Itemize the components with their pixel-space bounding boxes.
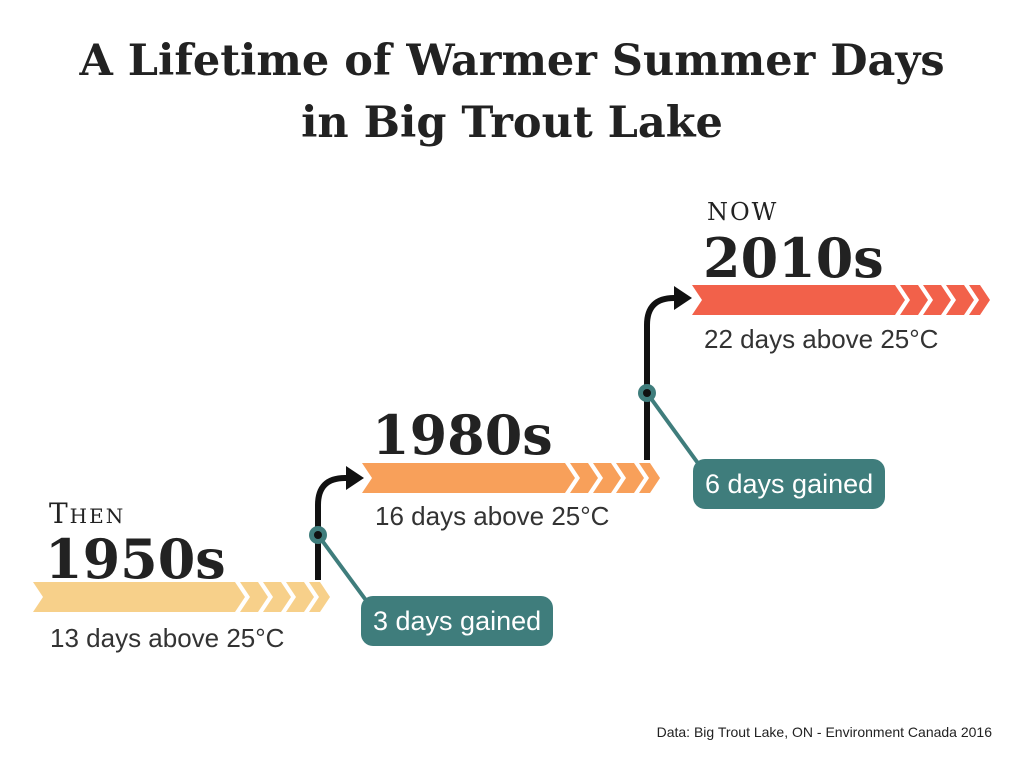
decade-1950s: 1950s — [45, 527, 226, 591]
title-line-2: in Big Trout Lake — [301, 98, 723, 148]
decade-2010s: 2010s — [703, 226, 884, 290]
decade-1980s: 1980s — [372, 403, 553, 467]
bar-1950s — [33, 582, 330, 612]
bar-1950s-chevron-1 — [240, 582, 268, 612]
bar-2010s-body — [692, 285, 905, 315]
summary-1980s: 16 days above 25°C — [375, 501, 610, 531]
bar-1950s-chevron-2 — [263, 582, 291, 612]
gain-1-leader — [316, 533, 370, 605]
bar-1950s-chevron-3 — [286, 582, 314, 612]
bar-1980s — [362, 463, 660, 493]
summary-2010s: 22 days above 25°C — [704, 324, 939, 354]
page-title: A Lifetime of Warmer Summer Days in Big … — [0, 30, 1024, 154]
gain-1-dot-center — [314, 531, 322, 539]
bar-1980s-chevron-3 — [616, 463, 644, 493]
bar-1980s-chevron-4 — [639, 463, 660, 493]
arrow-2-head — [674, 286, 692, 310]
bar-1950s-body — [33, 582, 245, 612]
era-tag-now: NOW — [707, 198, 779, 226]
bar-2010s-chevron-2 — [923, 285, 951, 315]
data-source-caption: Data: Big Trout Lake, ON - Environment C… — [656, 724, 992, 740]
arrow-1-shaft — [315, 475, 348, 580]
title-line-1: A Lifetime of Warmer Summer Days — [79, 36, 945, 86]
era-tag-then: Then — [49, 497, 126, 530]
bar-1980s-chevron-2 — [593, 463, 621, 493]
bar-2010s — [692, 285, 990, 315]
bar-2010s-chevron-1 — [900, 285, 928, 315]
bar-2010s-chevron-3 — [946, 285, 974, 315]
summary-1950s: 13 days above 25°C — [50, 623, 285, 653]
bar-1980s-body — [362, 463, 575, 493]
bar-1950s-chevron-4 — [309, 582, 330, 612]
gain-badge-6-days: 6 days gained — [693, 459, 886, 509]
gain-badge-3-days: 3 days gained — [361, 596, 554, 646]
arrow-2-shaft — [644, 295, 676, 460]
arrow-1-head — [346, 466, 364, 490]
bar-1980s-chevron-1 — [570, 463, 598, 493]
gain-2-leader — [645, 391, 702, 468]
bar-2010s-chevron-4 — [969, 285, 990, 315]
gain-2-dot-center — [643, 389, 651, 397]
